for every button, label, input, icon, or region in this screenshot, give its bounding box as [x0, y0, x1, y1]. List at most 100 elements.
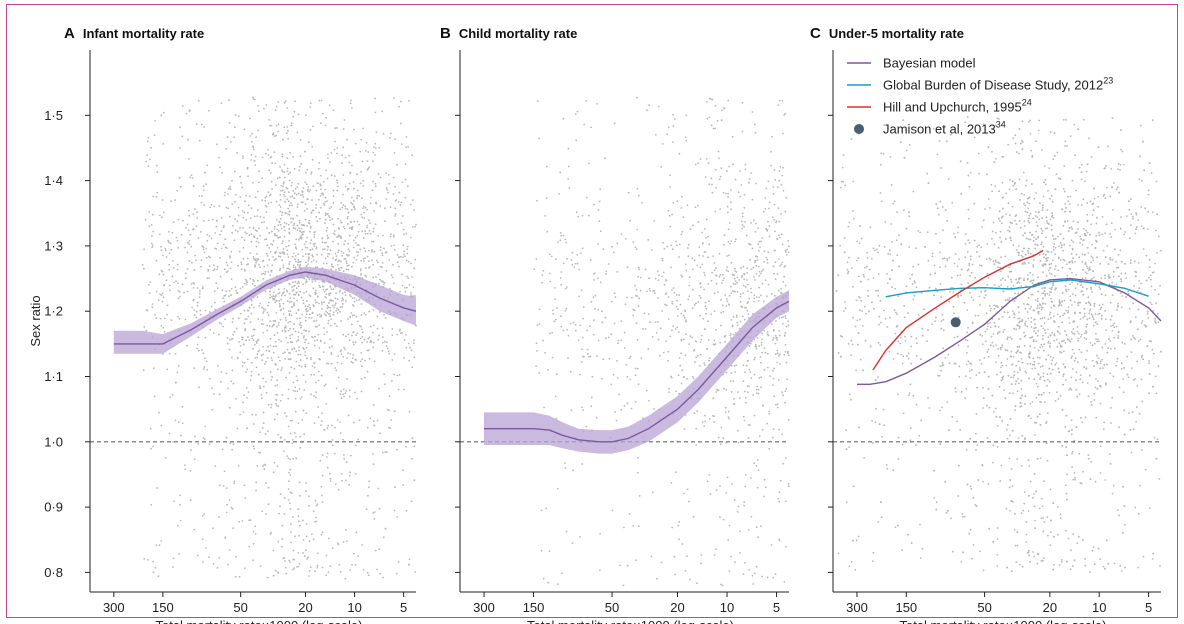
- scatter-point: [708, 183, 711, 186]
- scatter-point: [1104, 277, 1107, 280]
- scatter-point: [161, 199, 164, 201]
- scatter-point: [272, 351, 275, 354]
- scatter-point: [205, 183, 208, 186]
- scatter-point: [596, 103, 598, 105]
- scatter-point: [782, 132, 784, 135]
- scatter-point: [256, 258, 258, 260]
- scatter-point: [593, 279, 595, 281]
- scatter-point: [353, 300, 356, 303]
- scatter-point: [308, 304, 310, 306]
- scatter-point: [346, 138, 348, 141]
- scatter-point: [1073, 439, 1076, 442]
- scatter-point: [353, 552, 355, 555]
- scatter-point: [967, 345, 969, 348]
- scatter-point: [346, 264, 349, 267]
- scatter-point: [988, 304, 991, 307]
- scatter-point: [663, 283, 666, 286]
- scatter-point: [601, 310, 603, 313]
- scatter-point: [281, 367, 283, 369]
- scatter-point: [231, 448, 234, 451]
- scatter-point: [681, 369, 684, 372]
- scatter-point: [314, 521, 317, 523]
- scatter-point: [741, 227, 743, 230]
- scatter-point: [740, 305, 743, 308]
- scatter-point: [360, 303, 363, 305]
- scatter-point: [319, 122, 322, 125]
- scatter-point: [1071, 355, 1073, 357]
- scatter-point: [688, 500, 690, 503]
- scatter-point: [252, 256, 255, 258]
- scatter-point: [394, 185, 396, 188]
- scatter-point: [1157, 293, 1160, 296]
- scatter-point: [230, 294, 232, 296]
- scatter-point: [766, 422, 769, 425]
- scatter-point: [720, 109, 723, 112]
- scatter-point: [1109, 318, 1112, 321]
- scatter-point: [687, 298, 690, 301]
- scatter-point: [327, 252, 329, 255]
- scatter-point: [741, 102, 744, 104]
- scatter-point: [696, 264, 699, 267]
- scatter-point: [245, 232, 248, 235]
- scatter-point: [657, 105, 660, 108]
- scatter-point: [322, 248, 324, 251]
- scatter-point: [772, 384, 774, 386]
- scatter-point: [570, 259, 573, 261]
- scatter-point: [1036, 300, 1039, 302]
- scatter-point: [719, 516, 721, 518]
- scatter-point: [565, 241, 568, 244]
- scatter-point: [1042, 271, 1044, 274]
- scatter-point: [284, 316, 287, 319]
- scatter-point: [671, 526, 674, 529]
- scatter-point: [677, 524, 680, 527]
- scatter-point: [225, 372, 228, 375]
- scatter-point: [366, 208, 368, 211]
- scatter-point: [410, 262, 412, 265]
- scatter-point: [230, 278, 233, 280]
- scatter-point: [1139, 155, 1141, 158]
- scatter-point: [351, 297, 354, 299]
- scatter-point: [152, 445, 155, 448]
- scatter-point: [327, 319, 330, 322]
- scatter-point: [1037, 329, 1040, 332]
- scatter-point: [555, 373, 558, 376]
- scatter-point: [276, 247, 279, 249]
- scatter-point: [345, 540, 348, 543]
- scatter-point: [843, 237, 846, 239]
- scatter-point: [362, 179, 364, 182]
- scatter-point: [536, 324, 539, 327]
- scatter-point: [293, 264, 295, 267]
- x-tick-label: 300: [473, 600, 495, 615]
- scatter-point: [995, 158, 997, 160]
- scatter-point: [784, 317, 787, 320]
- scatter-point: [330, 351, 333, 354]
- scatter-point: [193, 458, 196, 460]
- scatter-point: [756, 255, 759, 258]
- scatter-point: [742, 292, 745, 294]
- scatter-point: [623, 331, 626, 334]
- scatter-point: [1015, 214, 1018, 217]
- scatter-point: [628, 357, 631, 360]
- scatter-point: [373, 420, 375, 422]
- scatter-point: [241, 520, 244, 522]
- scatter-point: [1039, 413, 1041, 416]
- scatter-point: [1070, 239, 1073, 242]
- scatter-point: [280, 190, 282, 192]
- scatter-point: [283, 193, 285, 196]
- scatter-point: [284, 211, 287, 214]
- scatter-point: [706, 480, 709, 483]
- scatter-point: [1060, 304, 1063, 307]
- scatter-point: [364, 250, 367, 253]
- scatter-point: [286, 187, 289, 190]
- scatter-point: [1018, 152, 1020, 155]
- scatter-point: [695, 356, 698, 359]
- scatter-point: [352, 354, 355, 356]
- scatter-point: [870, 258, 873, 260]
- scatter-point: [293, 303, 295, 306]
- scatter-point: [279, 193, 282, 196]
- scatter-point: [599, 230, 602, 233]
- scatter-point: [740, 267, 742, 269]
- scatter-point: [253, 328, 256, 331]
- scatter-point: [263, 107, 265, 110]
- scatter-point: [331, 444, 334, 446]
